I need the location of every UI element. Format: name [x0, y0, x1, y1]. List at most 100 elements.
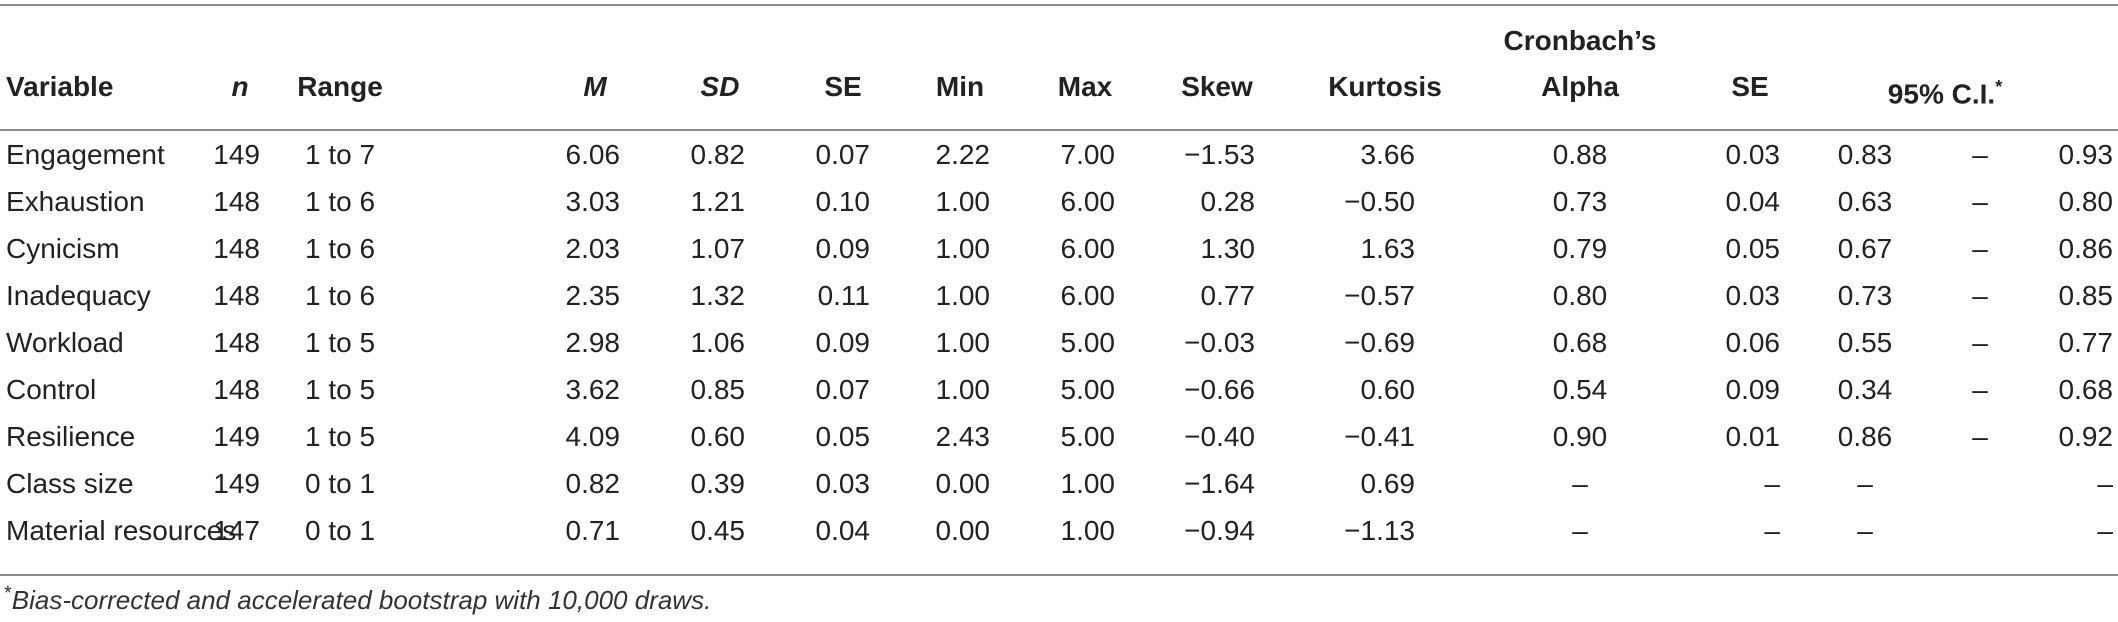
- cell-range: 1 to 5: [304, 327, 376, 358]
- cell-M: 2.98: [565, 327, 621, 358]
- cell-range: 1 to 5: [304, 374, 376, 405]
- cell-ci-high: 0.80: [2058, 186, 2114, 217]
- cell-min: 1.00: [935, 186, 991, 217]
- cell-SE: 0.05: [815, 421, 871, 452]
- cell-M: 2.35: [565, 280, 621, 311]
- cell-n: 149: [213, 468, 260, 499]
- cell-range: 0 to 1: [304, 468, 376, 499]
- cell-kurtosis: −1.13: [1344, 515, 1415, 546]
- cell-ci-sep: –: [1972, 186, 1988, 217]
- cell-skew: 1.30: [1200, 233, 1256, 264]
- cell-max: 6.00: [1060, 280, 1116, 311]
- cell-skew: 0.28: [1200, 186, 1256, 217]
- cell-alpha-se: 0.03: [1725, 139, 1781, 170]
- cell-skew: −1.64: [1184, 468, 1255, 499]
- cell-max: 7.00: [1060, 139, 1116, 170]
- cell-alpha: 0.79: [1552, 233, 1608, 264]
- header-range: Range: [297, 71, 383, 102]
- cell-kurtosis: 0.60: [1360, 374, 1416, 405]
- header-sd: SD: [700, 71, 740, 102]
- header-min: Min: [935, 71, 985, 102]
- cell-SD: 0.39: [690, 468, 746, 499]
- cell-ci-high: 0.92: [2058, 421, 2114, 452]
- cell-skew: −0.94: [1184, 515, 1255, 546]
- cell-alpha: –: [1572, 468, 1588, 499]
- cell-M: 0.71: [565, 515, 621, 546]
- cell-ci-sep: –: [1972, 374, 1988, 405]
- cell-min: 1.00: [935, 327, 991, 358]
- table-bottom-rule: [0, 574, 2118, 576]
- cell-ci-high: –: [2097, 515, 2113, 546]
- header-max: Max: [1057, 71, 1113, 102]
- header-cronbach-line1: Cronbach’s: [1503, 25, 1657, 56]
- cell-ci-sep: –: [1972, 233, 1988, 264]
- cell-alpha: 0.68: [1552, 327, 1608, 358]
- cell-variable: Workload: [6, 327, 124, 358]
- cell-ci-low: 0.73: [1837, 280, 1893, 311]
- cell-n: 149: [213, 139, 260, 170]
- cell-n: 148: [213, 374, 260, 405]
- cell-ci-high: 0.77: [2058, 327, 2114, 358]
- cell-alpha-se: 0.01: [1725, 421, 1781, 452]
- cell-min: 0.00: [935, 515, 991, 546]
- cell-variable: Engagement: [6, 139, 165, 170]
- cell-kurtosis: −0.57: [1344, 280, 1415, 311]
- cell-ci-high: 0.85: [2058, 280, 2114, 311]
- cell-ci-low: 0.86: [1837, 421, 1893, 452]
- header-cronbach-line2: Alpha: [1541, 71, 1619, 102]
- cell-min: 1.00: [935, 280, 991, 311]
- cell-ci-sep: –: [1972, 421, 1988, 452]
- cell-M: 2.03: [565, 233, 621, 264]
- cell-skew: −0.66: [1184, 374, 1255, 405]
- cell-alpha-se: 0.06: [1725, 327, 1781, 358]
- cell-ci-sep: –: [1972, 327, 1988, 358]
- cell-skew: −0.03: [1184, 327, 1255, 358]
- cell-M: 3.62: [565, 374, 621, 405]
- cell-range: 1 to 6: [304, 233, 376, 264]
- header-n: n: [231, 71, 249, 102]
- cell-alpha-se: 0.05: [1725, 233, 1781, 264]
- cell-range: 1 to 5: [304, 421, 376, 452]
- cell-max: 1.00: [1060, 515, 1116, 546]
- header-alpha-se: SE: [1731, 71, 1769, 102]
- cell-SE: 0.09: [815, 233, 871, 264]
- cell-max: 1.00: [1060, 468, 1116, 499]
- cell-ci-low: –: [1857, 515, 1873, 546]
- cell-kurtosis: 1.63: [1360, 233, 1416, 264]
- header-rule: [0, 129, 2118, 131]
- cell-SD: 1.21: [690, 186, 746, 217]
- cell-SE: 0.07: [815, 139, 871, 170]
- cell-SD: 0.85: [690, 374, 746, 405]
- cell-SD: 1.32: [690, 280, 746, 311]
- cell-ci-high: 0.68: [2058, 374, 2114, 405]
- cell-skew: 0.77: [1200, 280, 1256, 311]
- header-skew: Skew: [1181, 71, 1253, 102]
- footnote-marker: *: [4, 582, 12, 605]
- header-se: SE: [824, 71, 862, 102]
- cell-min: 1.00: [935, 374, 991, 405]
- cell-min: 1.00: [935, 233, 991, 264]
- cell-ci-high: 0.86: [2058, 233, 2114, 264]
- cell-n: 149: [213, 421, 260, 452]
- header-variable: Variable: [6, 71, 114, 102]
- cell-n: 148: [213, 327, 260, 358]
- cell-SE: 0.07: [815, 374, 871, 405]
- cell-alpha: 0.90: [1552, 421, 1608, 452]
- cell-kurtosis: −0.69: [1344, 327, 1415, 358]
- cell-alpha-se: 0.03: [1725, 280, 1781, 311]
- cell-ci-low: 0.83: [1837, 139, 1893, 170]
- cell-ci-low: –: [1857, 468, 1873, 499]
- cell-SE: 0.09: [815, 327, 871, 358]
- cell-SD: 1.07: [690, 233, 746, 264]
- cell-min: 2.43: [935, 421, 991, 452]
- footnote-text: Bias-corrected and accelerated bootstrap…: [11, 585, 712, 615]
- header-ci: 95% C.I.*: [1835, 70, 2055, 111]
- cell-alpha-se: 0.04: [1725, 186, 1781, 217]
- cell-max: 5.00: [1060, 327, 1116, 358]
- cell-n: 147: [213, 515, 260, 546]
- cell-SE: 0.10: [815, 186, 871, 217]
- cell-ci-sep: –: [1972, 280, 1988, 311]
- cell-alpha-se: 0.09: [1725, 374, 1781, 405]
- cell-SD: 0.82: [690, 139, 746, 170]
- cell-SE: 0.03: [815, 468, 871, 499]
